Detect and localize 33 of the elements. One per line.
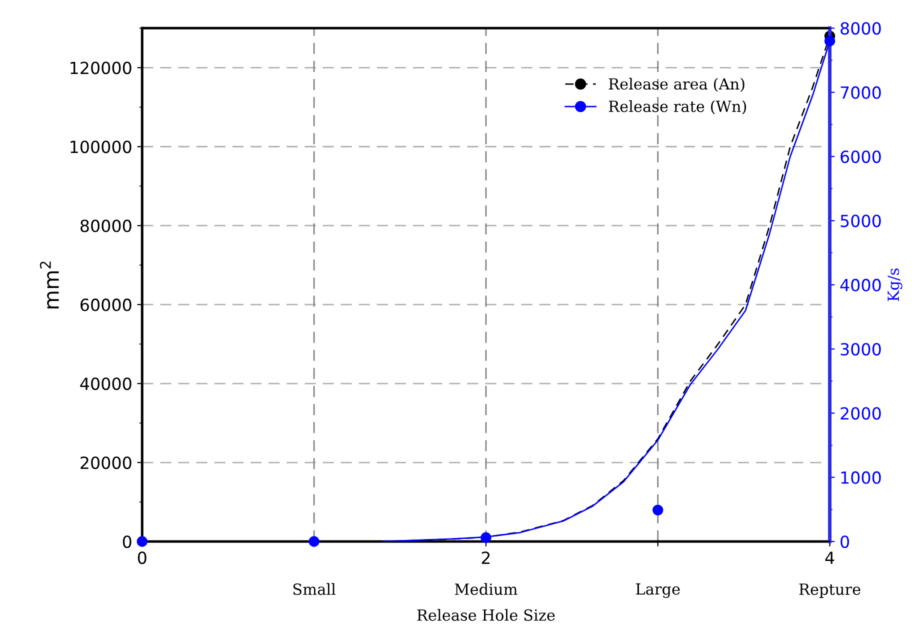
y2-tick-label: 5000 (840, 214, 881, 228)
y-tick-label: 20000 (80, 456, 132, 470)
point (308, 536, 320, 547)
text: Small (293, 583, 336, 595)
y-tick-label: 100000 (70, 140, 132, 154)
legend-label: Release rate (Wn) (608, 100, 746, 114)
point (652, 504, 664, 516)
y2-tick-label: 2000 (840, 407, 881, 420)
x-tick-label: 4 (825, 552, 834, 564)
y-tick-label: 60000 (80, 298, 132, 312)
x-tick-label: 2 (482, 552, 490, 564)
y2-tick-label: 7000 (840, 86, 881, 99)
point (480, 532, 492, 543)
y2-tick-label: 0 (840, 535, 849, 548)
legend-label: Release area (An) (608, 78, 744, 92)
y2-tick-label: 3000 (840, 342, 881, 356)
x-axis-title: Release Hole Size (417, 609, 555, 621)
y-tick-label: 0 (122, 535, 132, 548)
y-tick-label: 120000 (70, 62, 132, 74)
y-tick-label: 40000 (80, 378, 132, 390)
y2-tick-label: 4000 (840, 278, 881, 292)
y-axis-title: mm$^{2}$ (40, 262, 59, 308)
y2-axis-title: Kg/s (888, 268, 902, 302)
text: Medium (454, 583, 518, 595)
y2-tick-label: 1000 (841, 471, 881, 484)
point (136, 536, 148, 547)
x-tick-label: 0 (138, 552, 146, 564)
text: Repture (799, 584, 860, 598)
y2-tick-label: 6000 (840, 150, 881, 164)
y-tick-label: 80000 (80, 220, 132, 232)
point (824, 36, 836, 46)
text: Large (636, 583, 680, 598)
y2-tick-label: 8000 (840, 22, 881, 35)
